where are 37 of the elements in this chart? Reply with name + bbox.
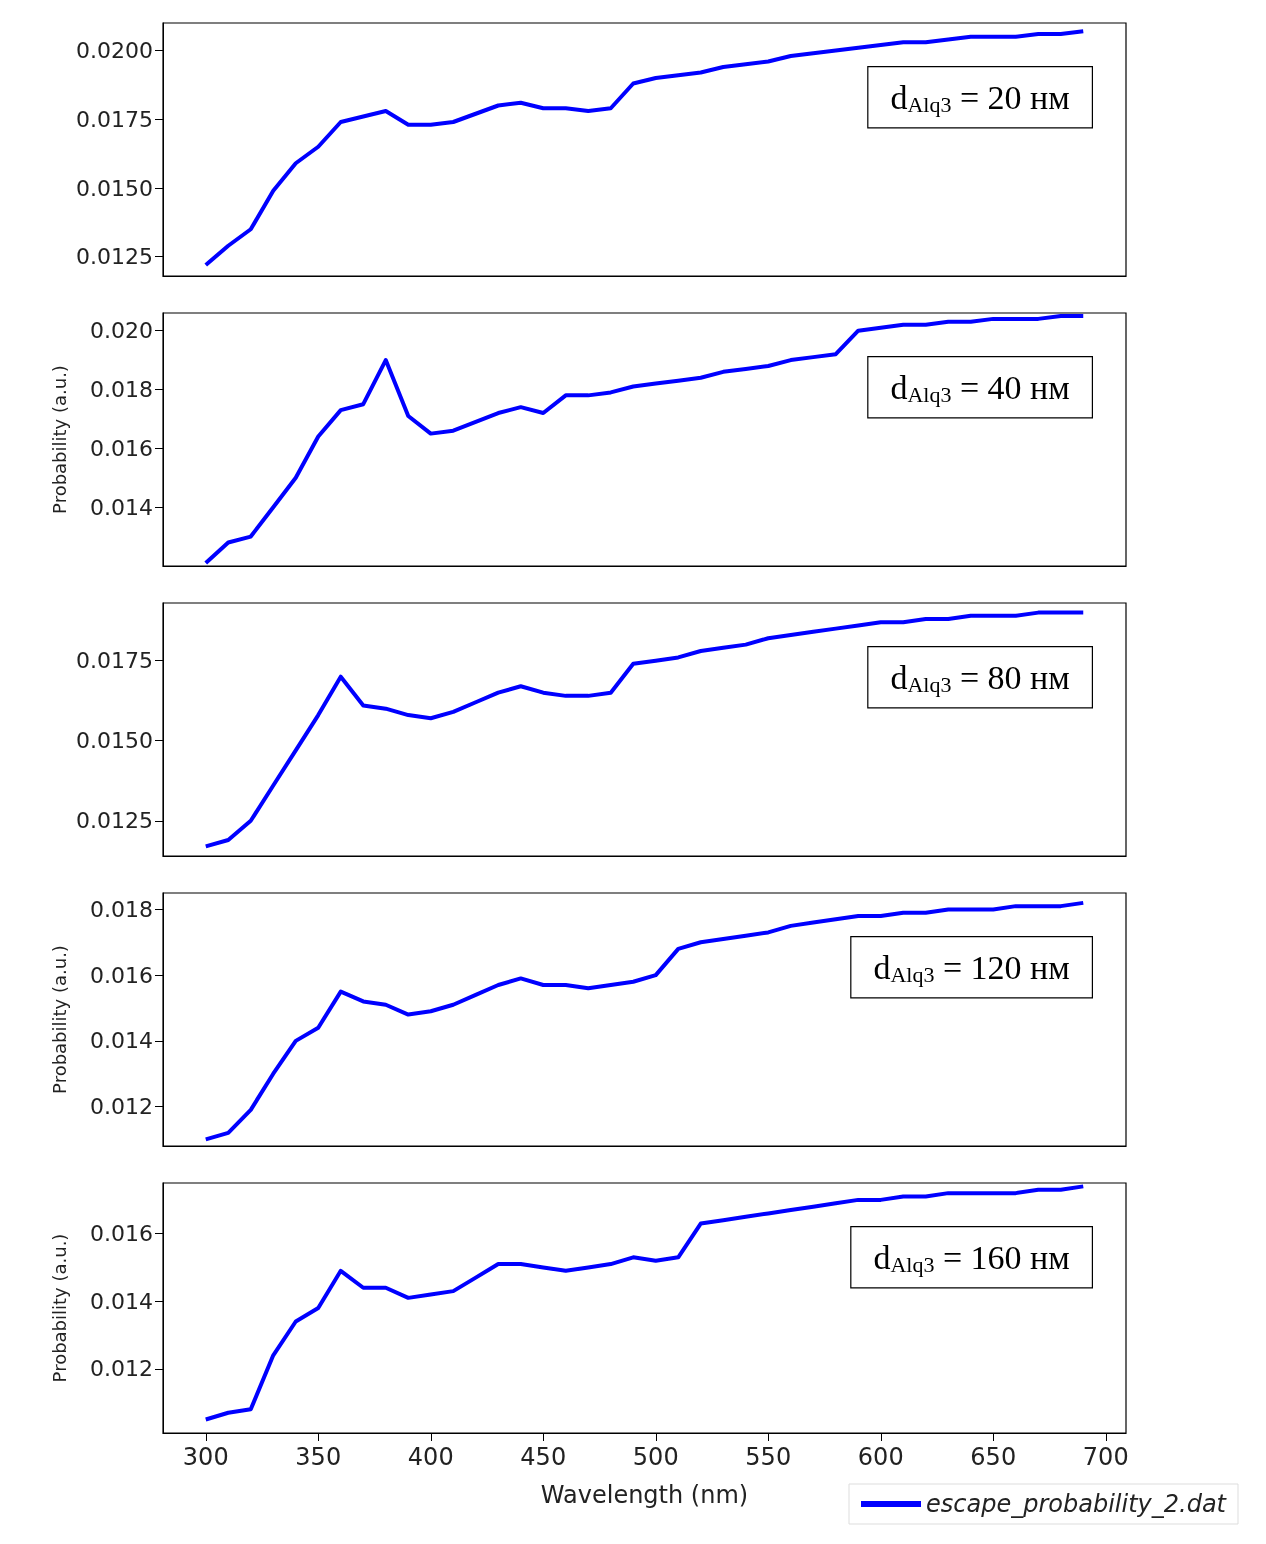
y-tick-label: 0.012 bbox=[90, 1356, 153, 1382]
x-tick-label: 600 bbox=[857, 1443, 904, 1471]
y-tick-label: 0.0175 bbox=[76, 106, 153, 132]
x-tick-label: 400 bbox=[407, 1443, 454, 1471]
y-tick-label: 0.012 bbox=[90, 1094, 153, 1120]
x-tick-label: 650 bbox=[970, 1443, 1017, 1471]
line-series bbox=[203, 900, 1086, 1142]
y-tick-label: 0.016 bbox=[90, 435, 153, 461]
line-series bbox=[203, 29, 1086, 267]
y-tick-label: 0.0200 bbox=[76, 38, 153, 63]
y-axis-title: Probability (a.u.) bbox=[48, 1233, 70, 1383]
y-tick-label: 0.014 bbox=[90, 494, 153, 520]
y-tick-label: 0.0150 bbox=[76, 175, 153, 201]
y-tick-label: 0.014 bbox=[90, 1288, 153, 1314]
x-tick-label: 550 bbox=[745, 1443, 792, 1471]
line-series bbox=[203, 313, 1086, 566]
y-tick-label: 0.018 bbox=[90, 896, 153, 922]
x-tick-label: 700 bbox=[1082, 1443, 1129, 1471]
y-tick-label: 0.0150 bbox=[76, 728, 153, 754]
y-tick-label: 0.018 bbox=[90, 376, 153, 402]
y-tick-label: 0.014 bbox=[90, 1028, 153, 1054]
x-tick-label: 300 bbox=[182, 1443, 229, 1471]
y-tick-label: 0.020 bbox=[90, 318, 153, 344]
y-axis-title: Probability (a.u.) bbox=[48, 945, 70, 1094]
legend-label: escape_probability_2.dat bbox=[926, 1490, 1228, 1518]
y-tick-label: 0.0175 bbox=[76, 648, 153, 674]
x-axis-title: Wavelength (nm) bbox=[540, 1481, 749, 1509]
x-tick-label: 500 bbox=[632, 1443, 679, 1471]
x-tick-label: 350 bbox=[295, 1443, 342, 1471]
line-series bbox=[203, 1184, 1086, 1422]
line-series bbox=[203, 610, 1086, 849]
y-tick-label: 0.0125 bbox=[76, 808, 153, 834]
y-axis-title: Probability (a.u.) bbox=[48, 365, 70, 514]
y-tick-label: 0.0125 bbox=[76, 244, 153, 270]
x-tick-label: 450 bbox=[520, 1443, 567, 1471]
y-tick-label: 0.016 bbox=[90, 1221, 153, 1247]
y-tick-label: 0.016 bbox=[90, 962, 153, 988]
